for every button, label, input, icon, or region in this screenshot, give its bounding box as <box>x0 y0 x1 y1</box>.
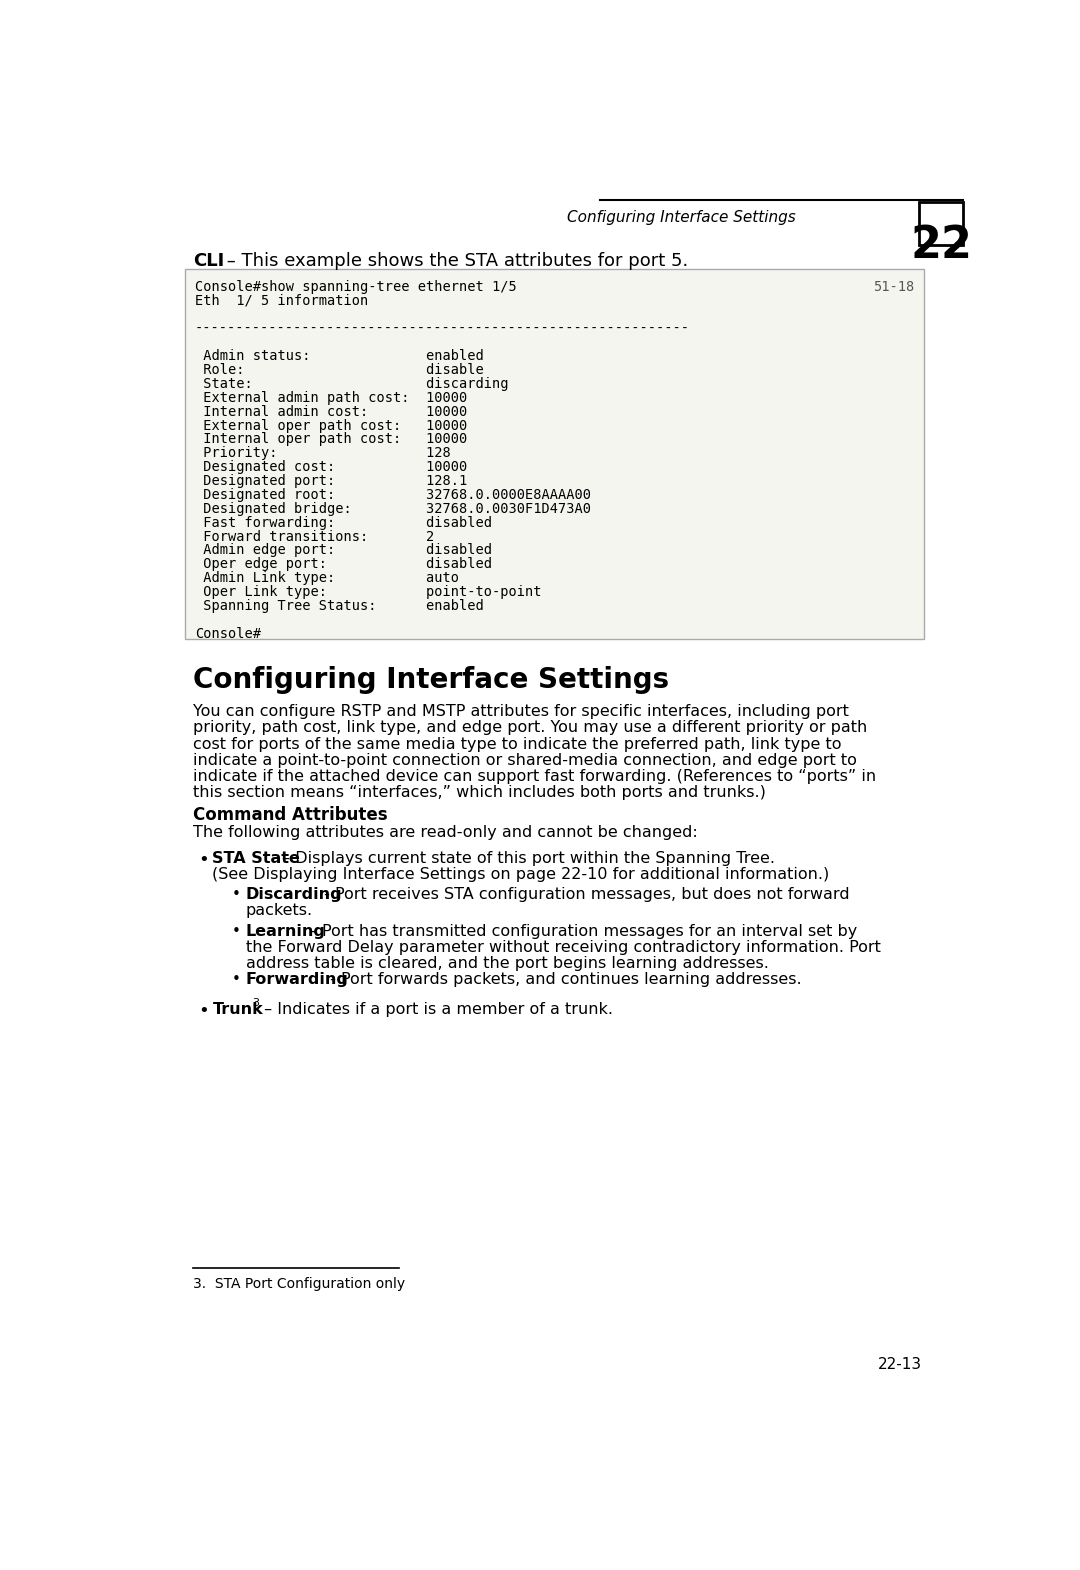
Text: •: • <box>232 923 241 939</box>
Text: - Port receives STA configuration messages, but does not forward: - Port receives STA configuration messag… <box>320 887 850 901</box>
Text: (See Displaying Interface Settings on page 22-10 for additional information.): (See Displaying Interface Settings on pa… <box>213 867 829 882</box>
Text: •: • <box>232 972 241 988</box>
Text: The following attributes are read-only and cannot be changed:: The following attributes are read-only a… <box>193 826 698 840</box>
Text: – Displays current state of this port within the Spanning Tree.: – Displays current state of this port wi… <box>276 851 774 865</box>
Text: Admin edge port:           disabled: Admin edge port: disabled <box>194 543 491 557</box>
Text: Role:                      disable: Role: disable <box>194 363 484 377</box>
Text: Admin Link type:           auto: Admin Link type: auto <box>194 571 459 586</box>
Text: – This example shows the STA attributes for port 5.: – This example shows the STA attributes … <box>221 253 688 270</box>
Text: Spanning Tree Status:      enabled: Spanning Tree Status: enabled <box>194 598 484 612</box>
Text: indicate a point-to-point connection or shared-media connection, and edge port t: indicate a point-to-point connection or … <box>193 752 858 768</box>
Text: External oper path cost:   10000: External oper path cost: 10000 <box>194 419 467 433</box>
Text: State:                     discarding: State: discarding <box>194 377 509 391</box>
Text: Forward transitions:       2: Forward transitions: 2 <box>194 529 434 543</box>
Text: Oper edge port:            disabled: Oper edge port: disabled <box>194 557 491 571</box>
Text: You can configure RSTP and MSTP attributes for specific interfaces, including po: You can configure RSTP and MSTP attribut… <box>193 705 849 719</box>
Text: priority, path cost, link type, and edge port. You may use a different priority : priority, path cost, link type, and edge… <box>193 721 867 735</box>
Text: •: • <box>199 851 210 868</box>
Text: - Port has transmitted configuration messages for an interval set by: - Port has transmitted configuration mes… <box>306 923 856 939</box>
Text: – Indicates if a port is a member of a trunk.: – Indicates if a port is a member of a t… <box>259 1002 613 1016</box>
Text: Configuring Interface Settings: Configuring Interface Settings <box>567 210 795 225</box>
Text: Internal oper path cost:   10000: Internal oper path cost: 10000 <box>194 432 467 446</box>
Text: this section means “interfaces,” which includes both ports and trunks.): this section means “interfaces,” which i… <box>193 785 766 801</box>
Text: 22-13: 22-13 <box>877 1356 921 1372</box>
Text: External admin path cost:  10000: External admin path cost: 10000 <box>194 391 467 405</box>
Text: 51-18: 51-18 <box>874 279 915 294</box>
FancyBboxPatch shape <box>919 203 962 245</box>
Text: CLI: CLI <box>193 253 225 270</box>
Text: Learning: Learning <box>246 923 326 939</box>
Text: •: • <box>232 887 241 901</box>
Text: packets.: packets. <box>246 903 313 918</box>
Text: Discarding: Discarding <box>246 887 342 901</box>
Text: Priority:                  128: Priority: 128 <box>194 446 450 460</box>
Text: - Port forwards packets, and continues learning addresses.: - Port forwards packets, and continues l… <box>325 972 801 988</box>
Text: STA State: STA State <box>213 851 300 865</box>
Text: Designated cost:           10000: Designated cost: 10000 <box>194 460 467 474</box>
Text: Configuring Interface Settings: Configuring Interface Settings <box>193 666 670 694</box>
Text: Eth  1/ 5 information: Eth 1/ 5 information <box>194 294 368 308</box>
Text: Oper Link type:            point-to-point: Oper Link type: point-to-point <box>194 586 541 598</box>
Text: 3: 3 <box>252 999 259 1008</box>
Text: Fast forwarding:           disabled: Fast forwarding: disabled <box>194 515 491 529</box>
Text: Trunk: Trunk <box>213 1002 264 1016</box>
Text: Designated root:           32768.0.0000E8AAAA00: Designated root: 32768.0.0000E8AAAA00 <box>194 488 591 502</box>
Text: Admin status:              enabled: Admin status: enabled <box>194 350 484 363</box>
Text: indicate if the attached device can support fast forwarding. (References to “por: indicate if the attached device can supp… <box>193 769 876 783</box>
Text: cost for ports of the same media type to indicate the preferred path, link type : cost for ports of the same media type to… <box>193 736 841 752</box>
Text: Forwarding: Forwarding <box>246 972 349 988</box>
Text: Designated bridge:         32768.0.0030F1D473A0: Designated bridge: 32768.0.0030F1D473A0 <box>194 502 591 517</box>
Text: Command Attributes: Command Attributes <box>193 805 388 824</box>
Text: address table is cleared, and the port begins learning addresses.: address table is cleared, and the port b… <box>246 956 769 972</box>
Text: the Forward Delay parameter without receiving contradictory information. Port: the Forward Delay parameter without rece… <box>246 940 880 955</box>
Text: ------------------------------------------------------------: ----------------------------------------… <box>194 322 690 336</box>
Text: 3.  STA Port Configuration only: 3. STA Port Configuration only <box>193 1276 405 1291</box>
Text: Designated port:           128.1: Designated port: 128.1 <box>194 474 467 488</box>
Text: Console#show spanning-tree ethernet 1/5: Console#show spanning-tree ethernet 1/5 <box>194 279 516 294</box>
Text: •: • <box>199 1002 210 1019</box>
FancyBboxPatch shape <box>186 268 924 639</box>
Text: Internal admin cost:       10000: Internal admin cost: 10000 <box>194 405 467 419</box>
Text: Console#: Console# <box>194 626 260 641</box>
Text: 22: 22 <box>910 225 972 267</box>
